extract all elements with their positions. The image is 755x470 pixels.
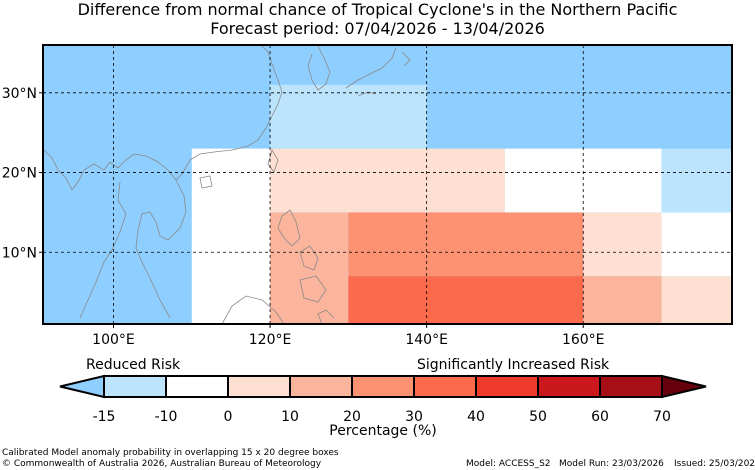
latitude-tick-label: 10°N <box>2 245 37 261</box>
probability-cell <box>661 148 732 213</box>
colorbar-lower-extension <box>59 374 105 399</box>
increased-risk-label: Significantly Increased Risk <box>417 357 610 373</box>
title-line-2: Forecast period: 07/04/2026 - 13/04/2026 <box>210 19 545 38</box>
colorbar-segment <box>537 375 601 398</box>
colorbar-xlabel: Percentage (%) <box>329 423 436 439</box>
probability-cell <box>191 148 271 324</box>
gridlines <box>43 45 732 324</box>
map-layer: 100°E 120°E 140°E 160°E 30°N 20°N 10°N <box>2 44 733 348</box>
latitude-tick-label: 20°N <box>2 166 37 182</box>
coastline <box>199 175 213 189</box>
colorbar-tick-label: -15 <box>93 409 116 425</box>
reduced-risk-label: Reduced Risk <box>86 357 181 373</box>
colorbar-segment <box>475 375 539 398</box>
colorbar-segment <box>165 375 229 398</box>
probability-cell <box>270 148 505 213</box>
coastline <box>345 47 411 97</box>
colorbar-tick-label: 10 <box>281 409 299 425</box>
colorbar-segment <box>413 375 477 398</box>
colorbar-segment <box>227 375 291 398</box>
issued-text: Issued: 25/03/2026 <box>674 459 755 469</box>
coastline <box>277 209 301 247</box>
coastline <box>43 45 283 191</box>
latitude-tick-label: 30°N <box>2 86 37 102</box>
coastline <box>79 181 127 319</box>
probability-cell <box>43 148 192 324</box>
colorbar-tick-label: -10 <box>155 409 178 425</box>
colorbar-segment <box>599 375 663 398</box>
coastline <box>135 179 187 319</box>
colorbar-upper-extension <box>661 374 707 399</box>
longitude-tick-label: 160°E <box>562 332 605 348</box>
coastlines <box>43 45 411 325</box>
probability-cell <box>661 212 732 277</box>
colorbar: -15 -10 0 10 20 30 40 50 60 70 Percentage (%) <box>59 374 707 439</box>
model-run-text: Model Run: 23/03/2026 <box>559 459 664 469</box>
longitude-tick-label: 100°E <box>92 332 135 348</box>
colorbar-segment <box>103 375 167 398</box>
probability-cell <box>583 276 662 324</box>
model-text: Model: ACCESS_S2 <box>466 459 551 469</box>
colorbar-segment <box>289 375 353 398</box>
probability-cell <box>348 212 584 277</box>
colorbar-tick-label: 20 <box>343 409 361 425</box>
probability-cell <box>583 212 662 277</box>
map-frame <box>42 44 733 325</box>
colorbar-tick-label: 70 <box>653 409 671 425</box>
colorbar-tick-label: 50 <box>529 409 547 425</box>
copyright-text: © Commonwealth of Australia 2026, Austra… <box>2 459 322 469</box>
longitude-tick-label: 140°E <box>405 332 448 348</box>
probability-cell <box>348 276 584 324</box>
probability-cell <box>270 84 427 149</box>
coastline <box>299 245 327 303</box>
colorbar-tick-label: 60 <box>591 409 609 425</box>
coastline <box>221 295 285 325</box>
coastline <box>267 149 279 173</box>
probability-cell <box>661 276 732 324</box>
title-line-1: Difference from normal chance of Tropica… <box>77 0 678 19</box>
caption-text: Calibrated Model anomaly probability in … <box>2 448 339 458</box>
colorbar-tick-label: 0 <box>224 409 233 425</box>
coastline <box>317 309 335 325</box>
colorbar-segment <box>351 375 415 398</box>
coastline <box>307 45 331 91</box>
colorbar-tick-label: 30 <box>405 409 423 425</box>
longitude-tick-label: 120°E <box>249 332 292 348</box>
colorbar-tick-label: 40 <box>467 409 485 425</box>
